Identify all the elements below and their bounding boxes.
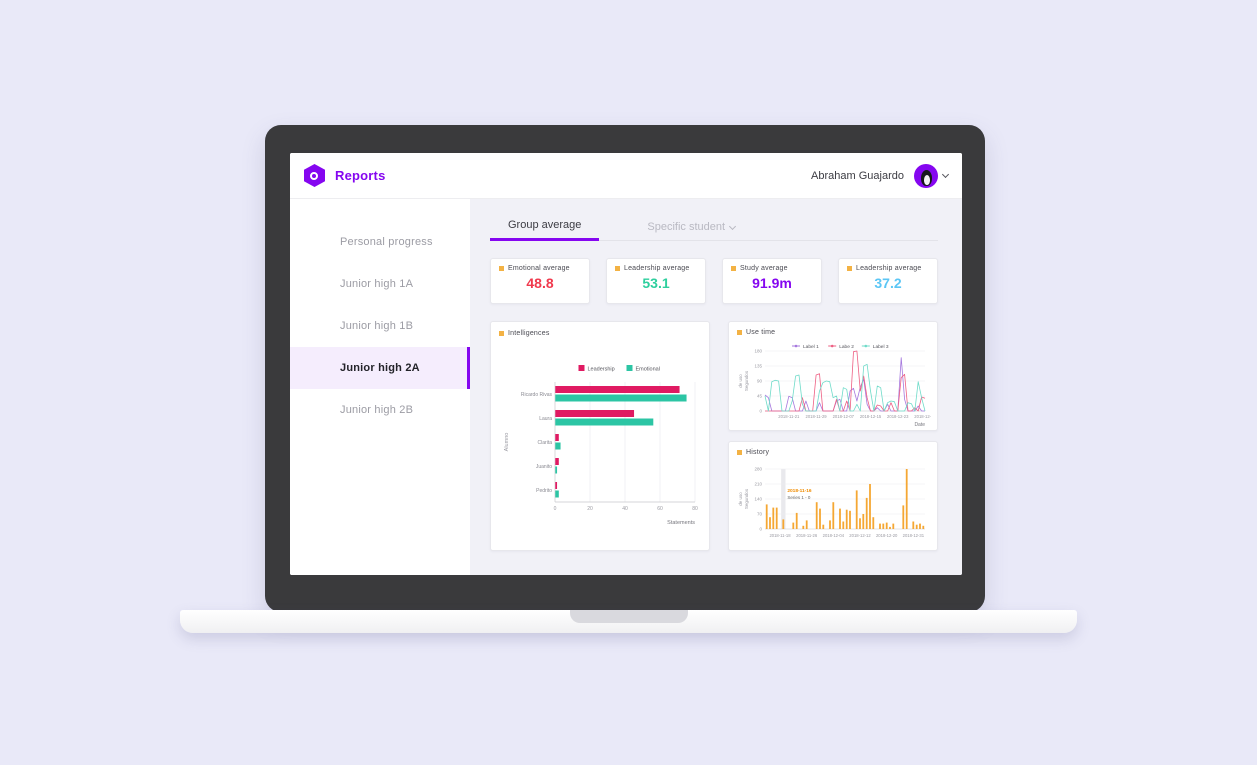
svg-text:Labe 2: Labe 2 <box>839 344 854 350</box>
sidebar-item-junior-high-1b[interactable]: Junior high 1B <box>340 320 414 332</box>
app-header: Reports Abraham Guajardo <box>290 153 962 199</box>
svg-text:Date: Date <box>914 422 925 427</box>
svg-text:2018-11-21: 2018-11-21 <box>778 414 800 419</box>
stat-label: Leadership average <box>624 265 690 272</box>
svg-text:2018-11-29: 2018-11-29 <box>806 414 828 419</box>
svg-text:Clarita: Clarita <box>538 440 553 446</box>
card-bullet-icon <box>731 266 736 271</box>
tab-group-average[interactable]: Group average <box>490 215 600 241</box>
svg-text:0: 0 <box>759 527 762 532</box>
svg-text:40: 40 <box>622 506 628 512</box>
svg-text:Segundos: Segundos <box>744 370 749 391</box>
stat-value: 48.8 <box>526 275 554 291</box>
sidebar: Personal progress Junior high 1A Junior … <box>290 199 470 575</box>
stat-label: Emotional average <box>508 265 570 272</box>
svg-text:Statements: Statements <box>667 520 695 526</box>
history-chart[interactable]: 0 70 140 210 280 2018-11-18 2018-11-26 2018-12-… <box>737 459 931 547</box>
laptop-notch <box>569 610 688 623</box>
main-content: Group average Specific student Emotional… <box>470 199 962 575</box>
svg-text:de uso: de uso <box>738 492 743 506</box>
stat-value: 37.2 <box>874 275 902 291</box>
stat-card-study-average: Study average 91.9m <box>722 258 822 304</box>
stat-value: 53.1 <box>642 275 670 291</box>
svg-text:de uso: de uso <box>738 374 743 388</box>
avatar <box>914 163 938 188</box>
svg-text:60: 60 <box>657 506 663 512</box>
card-bullet-icon <box>737 450 742 455</box>
svg-text:2018-12-07: 2018-12-07 <box>833 414 855 419</box>
card-bullet-icon <box>615 266 620 271</box>
tab-specific-student-label: Specific student <box>647 221 726 233</box>
stat-card-leadership-average-2: Leadership average 37.2 <box>838 258 938 304</box>
sidebar-item-junior-high-2b[interactable]: Junior high 2B <box>340 404 414 416</box>
app-title: Reports <box>335 168 386 183</box>
laptop-frame: Reports Abraham Guajardo Personal progre… <box>265 125 985 612</box>
svg-text:Laura: Laura <box>539 416 552 422</box>
svg-text:Ricardo Rivas: Ricardo Rivas <box>521 392 553 398</box>
svg-text:140: 140 <box>754 497 762 502</box>
tab-specific-student[interactable]: Specific student <box>629 217 753 240</box>
intelligences-card: Intelligences Leadership Emotional 0 20 40 60… <box>490 321 710 551</box>
svg-text:Leadership: Leadership <box>588 367 615 373</box>
svg-text:45: 45 <box>757 394 763 399</box>
svg-text:2018-12-20: 2018-12-20 <box>876 533 898 538</box>
chart-title: Use time <box>746 329 776 336</box>
svg-text:180: 180 <box>754 349 762 354</box>
svg-text:Segundos: Segundos <box>744 488 749 509</box>
card-bullet-icon <box>499 331 504 336</box>
stat-card-leadership-average: Leadership average 53.1 <box>606 258 706 304</box>
sidebar-item-personal-progress[interactable]: Personal progress <box>340 236 433 248</box>
svg-text:2018-12-31: 2018-12-31 <box>914 414 931 419</box>
stat-label: Leadership average <box>856 265 922 272</box>
svg-text:2018-11-18: 2018-11-18 <box>769 533 791 538</box>
laptop-base <box>180 610 1077 633</box>
sidebar-item-junior-high-1a[interactable]: Junior high 1A <box>340 278 414 290</box>
svg-text:2018-12-31: 2018-12-31 <box>903 533 925 538</box>
stat-cards: Emotional average 48.8 Leadership averag… <box>490 258 938 304</box>
use-time-chart[interactable]: Label 1 Labe 2 Label 3 0 45 90 135 180 2018-11-2… <box>737 339 931 427</box>
svg-text:Alumno: Alumno <box>504 433 510 452</box>
svg-text:2018-12-04: 2018-12-04 <box>823 533 845 538</box>
user-menu[interactable] <box>904 163 950 188</box>
svg-text:Pedrito: Pedrito <box>536 488 552 494</box>
svg-text:Juanito: Juanito <box>536 464 552 470</box>
svg-text:0: 0 <box>759 409 762 414</box>
use-time-card: Use time Label 1 Labe 2 Label 3 0 45 90 135 180… <box>728 321 938 431</box>
stat-value: 91.9m <box>752 275 792 291</box>
app-logo-icon <box>304 164 325 187</box>
svg-text:210: 210 <box>754 482 762 487</box>
svg-text:Emotional: Emotional <box>636 367 660 373</box>
svg-text:20: 20 <box>587 506 593 512</box>
app-screen: Reports Abraham Guajardo Personal progre… <box>290 153 962 575</box>
svg-text:0: 0 <box>554 506 557 512</box>
svg-text:70: 70 <box>757 512 763 517</box>
svg-text:280: 280 <box>754 467 762 472</box>
svg-text:Series 1 - 0: Series 1 - 0 <box>787 495 811 500</box>
svg-text:2018-11-26: 2018-11-26 <box>796 533 818 538</box>
card-bullet-icon <box>499 266 504 271</box>
history-card: History 0 70 140 210 280 2018-11-18 2018-11-26… <box>728 441 938 551</box>
card-bullet-icon <box>847 266 852 271</box>
stat-label: Study average <box>740 265 788 272</box>
sidebar-item-junior-high-2a[interactable]: Junior high 2A <box>290 347 470 389</box>
svg-text:Label 1: Label 1 <box>803 344 819 350</box>
svg-text:2018-12-23: 2018-12-23 <box>887 414 909 419</box>
chart-title: History <box>746 449 770 456</box>
svg-text:80: 80 <box>692 506 698 512</box>
svg-text:2018-12-12: 2018-12-12 <box>849 533 871 538</box>
svg-text:90: 90 <box>757 379 763 384</box>
user-name: Abraham Guajardo <box>811 169 904 182</box>
intelligences-chart[interactable]: Leadership Emotional 0 20 40 60 80 Ricardo Riva… <box>499 340 703 538</box>
chart-title: Intelligences <box>508 330 550 337</box>
chevron-down-icon <box>729 222 737 230</box>
card-bullet-icon <box>737 330 742 335</box>
tabs: Group average Specific student <box>490 215 938 241</box>
chevron-down-icon <box>941 170 950 179</box>
svg-text:2018-12-15: 2018-12-15 <box>860 414 882 419</box>
svg-text:135: 135 <box>754 364 762 369</box>
svg-text:Label 3: Label 3 <box>873 344 889 350</box>
svg-text:2018-11-16: 2018-11-16 <box>787 488 812 494</box>
stat-card-emotional-average: Emotional average 48.8 <box>490 258 590 304</box>
